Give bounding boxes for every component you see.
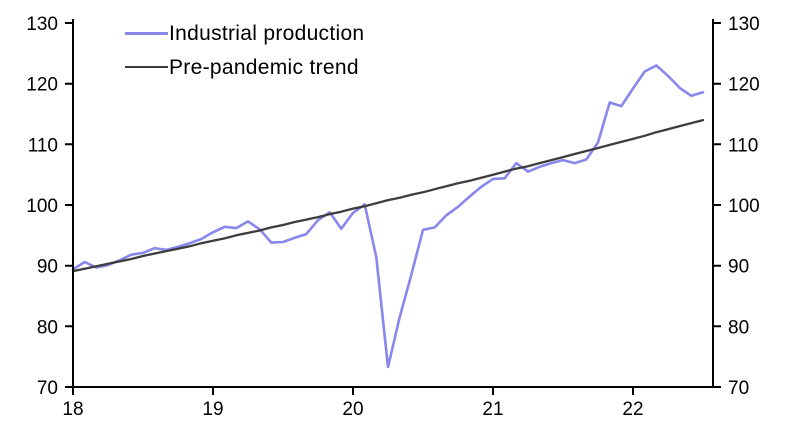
y-axis-right-label-100: 100	[728, 196, 760, 217]
y-axis-right-label-70: 70	[728, 378, 749, 399]
x-axis-label-22: 22	[622, 399, 643, 420]
x-axis-label-21: 21	[482, 399, 503, 420]
y-axis-right-label-110: 110	[728, 135, 758, 156]
x-axis-label-20: 20	[342, 399, 363, 420]
series-line-pre-pandemic-trend	[71, 118, 705, 273]
legend-line-pre-pandemic-trend	[125, 65, 168, 69]
y-axis-right-label-130: 130	[728, 14, 760, 35]
y-axis-right-label-90: 90	[728, 257, 749, 278]
x-axis-label-19: 19	[202, 399, 223, 420]
y-axis-left-label-130: 130	[26, 14, 58, 35]
y-axis-left-label-90: 90	[37, 257, 58, 278]
legend-label-pre-pandemic-trend: Pre-pandemic trend	[169, 55, 359, 79]
legend-item-industrial-production: Industrial production	[125, 16, 364, 50]
y-axis-left-label-120: 120	[26, 75, 58, 96]
y-axis-left-label-80: 80	[37, 317, 58, 338]
x-axis-label-18: 18	[62, 399, 83, 420]
legend-item-pre-pandemic-trend: Pre-pandemic trend	[125, 50, 364, 84]
y-axis-right-label-80: 80	[728, 317, 749, 338]
legend-label-industrial-production: Industrial production	[169, 21, 365, 45]
y-axis-left-label-70: 70	[37, 378, 58, 399]
y-axis-left-label-110: 110	[28, 135, 58, 156]
legend-line-industrial-production	[125, 31, 168, 35]
y-axis-right-label-120: 120	[728, 75, 760, 96]
legend: Industrial production Pre-pandemic trend	[125, 16, 364, 84]
y-axis-left-label-100: 100	[26, 196, 58, 217]
series-line-industrial-production	[71, 64, 705, 369]
